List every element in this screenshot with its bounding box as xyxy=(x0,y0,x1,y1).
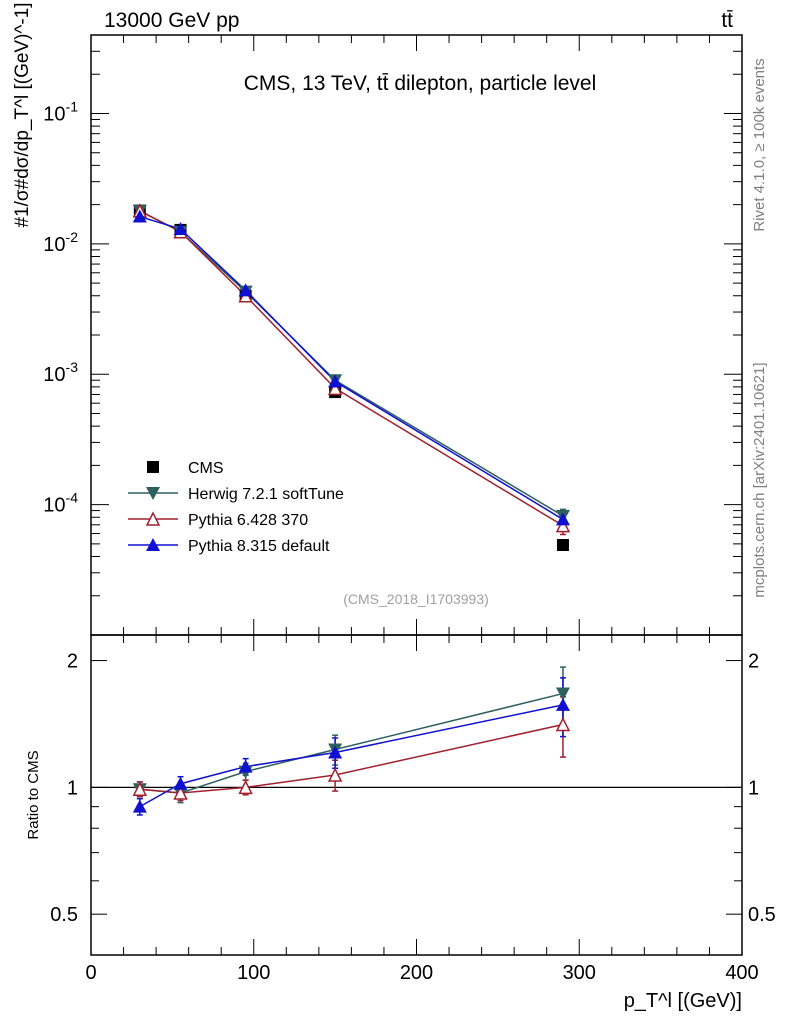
header-left: 13000 GeV pp xyxy=(104,9,239,32)
x-tick-label: 300 xyxy=(563,962,596,984)
ratio-axes: 0 100 200 300 400 0.5 0.5 1 1 2 2 xyxy=(50,651,776,984)
ratio-y-tick-label-right: 0.5 xyxy=(748,904,776,926)
watermark: (CMS_2018_I1703993) xyxy=(343,591,489,607)
rivet-label: Rivet 4.1.0, ≥ 100k events xyxy=(751,58,768,231)
legend-marker xyxy=(147,461,159,473)
main-point-2 xyxy=(555,517,571,533)
legend-label: CMS xyxy=(188,460,224,477)
x-tick-label: 0 xyxy=(85,962,96,984)
main-series xyxy=(132,203,571,552)
mcplots-label: mcplots.cern.ch [arXiv:2401.10621] xyxy=(751,362,768,597)
main-point-3 xyxy=(173,222,188,236)
ratio-point-2 xyxy=(238,759,253,773)
ratio-y-tick-label: 0.5 xyxy=(50,904,78,926)
x-tick-label: 200 xyxy=(400,962,433,984)
legend-label: Pythia 8.315 default xyxy=(188,538,330,555)
main-y-label: #1/σ#dσ/dp_T^l [(GeV)^-1] xyxy=(12,2,33,227)
ratio-panel-frame xyxy=(90,634,743,956)
ratio-y-tick-label-right: 1 xyxy=(748,777,759,799)
ratio-line-1 xyxy=(139,723,564,794)
main-title: CMS, 13 TeV, tt̄ dilepton, particle leve… xyxy=(244,72,597,95)
y-tick-label: 10-1 xyxy=(43,98,78,125)
main-point-3 xyxy=(238,283,253,297)
legend: CMS Herwig 7.2.1 softTune Pythia 6.428 370… xyxy=(128,460,344,555)
legend-label: Herwig 7.2.1 softTune xyxy=(188,486,344,503)
ratio-point-1 xyxy=(238,779,253,795)
ratio-point-2 xyxy=(173,776,188,790)
y-tick-label: 10-4 xyxy=(43,490,78,517)
legend-marker xyxy=(145,511,161,526)
ratio-point-2 xyxy=(328,745,343,759)
ratio-point-1 xyxy=(327,767,343,782)
x-tick-label: 400 xyxy=(725,962,758,984)
ratio-point-2 xyxy=(555,697,570,711)
y-tick-label: 10-2 xyxy=(43,229,78,256)
main-point-0 xyxy=(556,539,569,552)
main-point-3 xyxy=(328,374,343,388)
ratio-point-1 xyxy=(132,781,148,796)
ratio-y-tick-label: 1 xyxy=(67,777,78,799)
ratio-y-label: Ratio to CMS xyxy=(25,750,42,839)
ratio-point-0 xyxy=(555,687,570,701)
main-point-2 xyxy=(327,380,343,396)
main-point-3 xyxy=(555,512,570,526)
main-axes: 10-4 10-3 10-2 10-1 xyxy=(43,34,743,955)
ratio-point-2 xyxy=(132,799,147,813)
main-point-3 xyxy=(132,209,147,223)
y-tick-label: 10-3 xyxy=(43,359,78,386)
legend-marker xyxy=(146,538,160,551)
ratio-point-1 xyxy=(555,716,571,732)
ratio-y-tick-label: 2 xyxy=(67,651,78,673)
ratio-series xyxy=(132,666,571,816)
x-axis-label: p_T^l [(GeV)] xyxy=(624,990,742,1012)
x-tick-label: 100 xyxy=(237,962,270,984)
legend-marker xyxy=(146,487,160,500)
header-right: tt̄ xyxy=(721,9,733,32)
ratio-y-tick-label-right: 2 xyxy=(748,651,759,673)
ratio-point-1 xyxy=(173,785,188,800)
legend-label: Pythia 6.428 370 xyxy=(188,512,308,529)
